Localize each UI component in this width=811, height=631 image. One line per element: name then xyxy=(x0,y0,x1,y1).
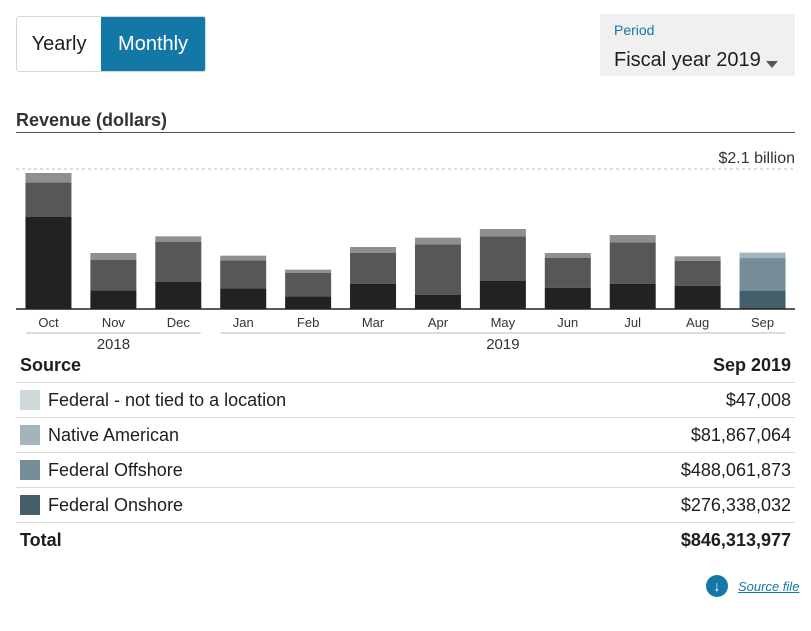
bar-segment xyxy=(90,290,137,309)
bar-segment xyxy=(479,281,526,309)
legend-swatch xyxy=(20,425,40,445)
table-total-row: Total $846,313,977 xyxy=(16,523,795,558)
total-value: $846,313,977 xyxy=(680,530,791,550)
row-value: $276,338,032 xyxy=(680,494,791,515)
table-header: Source Sep 2019 xyxy=(16,348,795,383)
legend-swatch xyxy=(20,495,40,515)
bar-segment xyxy=(544,287,591,309)
table-row: Native American $81,867,064 xyxy=(16,418,795,453)
x-tick-label: Aug xyxy=(686,315,709,330)
row-value: $81,867,064 xyxy=(690,424,791,445)
row-value: $488,061,873 xyxy=(680,459,791,480)
revenue-chart: $2.1 billion Oct Nov Dec Jan Feb Mar Apr May Jun J… xyxy=(16,150,796,350)
source-file-label[interactable]: Source file xyxy=(738,578,800,594)
yearly-button[interactable]: Yearly xyxy=(17,17,102,71)
x-tick-label: Feb xyxy=(297,315,319,330)
bar-segment xyxy=(674,285,721,309)
download-icon: ↓ xyxy=(706,575,728,597)
x-tick-label: May xyxy=(491,315,516,330)
bar-segment xyxy=(90,253,137,260)
bar-segment xyxy=(350,253,397,284)
period-value: Fiscal year 2019 xyxy=(614,49,761,71)
row-label: Native American xyxy=(48,424,180,445)
bar-segment xyxy=(155,241,202,282)
section-title: Revenue (dollars) xyxy=(16,110,795,133)
bar-segment xyxy=(350,283,397,309)
table-row: Federal - not tied to a location $47,008 xyxy=(16,383,795,418)
x-tick-label: Jul xyxy=(624,315,641,330)
period-header: Sep 2019 xyxy=(712,354,791,375)
x-tick-label: Mar xyxy=(362,315,385,330)
x-tick-label: Dec xyxy=(167,315,191,330)
bar-segment xyxy=(350,247,397,253)
x-tick-label: Jun xyxy=(557,315,578,330)
row-label: Federal - not tied to a location xyxy=(48,389,287,410)
table-row: Federal Onshore $276,338,032 xyxy=(16,488,795,523)
bar-segment xyxy=(285,269,332,273)
bar-segment xyxy=(220,255,267,261)
x-tick-label: Sep xyxy=(751,315,774,330)
legend-swatch xyxy=(20,390,40,410)
bar-segment xyxy=(674,256,721,261)
bar-segment xyxy=(544,253,591,258)
bar-segment xyxy=(25,182,72,217)
bar-segment xyxy=(609,283,656,309)
row-value: $47,008 xyxy=(725,389,791,410)
revenue-table: Source Sep 2019 Federal - not tied to a … xyxy=(16,348,795,558)
bar-segment xyxy=(90,259,137,291)
bar-segment xyxy=(285,296,332,309)
bar-segment xyxy=(609,235,656,243)
bar-segment xyxy=(739,258,786,291)
x-tick-label: Apr xyxy=(428,315,449,330)
bar-segment xyxy=(155,236,202,242)
view-toggle: Yearly Monthly xyxy=(16,16,206,72)
x-tick-label: Jan xyxy=(233,315,254,330)
source-file-link[interactable]: ↓ Source file xyxy=(706,575,799,597)
bar-segment xyxy=(544,257,591,288)
max-value-label: $2.1 billion xyxy=(719,150,796,167)
bar-segment xyxy=(414,237,461,245)
bar-segment xyxy=(674,261,721,286)
row-label: Federal Offshore xyxy=(48,459,183,480)
chevron-down-icon xyxy=(766,61,778,68)
period-select[interactable]: Period Fiscal year 2019 xyxy=(600,14,795,76)
x-tick-label: Nov xyxy=(102,315,126,330)
bar-segment xyxy=(414,244,461,295)
bar-segment xyxy=(220,260,267,289)
total-label: Total xyxy=(20,530,62,550)
bar-segment xyxy=(479,229,526,237)
bar-segment xyxy=(155,281,202,309)
year-label: 2019 xyxy=(486,336,519,350)
monthly-button[interactable]: Monthly xyxy=(101,17,205,71)
row-label: Federal Onshore xyxy=(48,494,184,515)
period-label: Period xyxy=(614,22,655,38)
bar-segment xyxy=(285,273,332,297)
bar-segment xyxy=(220,288,267,309)
x-tick-label: Oct xyxy=(38,315,59,330)
table-row: Federal Offshore $488,061,873 xyxy=(16,453,795,488)
bar-segment xyxy=(609,242,656,284)
bar-segment xyxy=(739,290,786,309)
source-header: Source xyxy=(20,354,82,375)
bar-segment xyxy=(479,236,526,281)
bar-segment xyxy=(25,173,72,183)
bar-segment xyxy=(25,217,72,309)
legend-swatch xyxy=(20,460,40,480)
bar-segment xyxy=(739,252,786,259)
bar-segment xyxy=(414,295,461,309)
year-label: 2018 xyxy=(97,336,130,350)
